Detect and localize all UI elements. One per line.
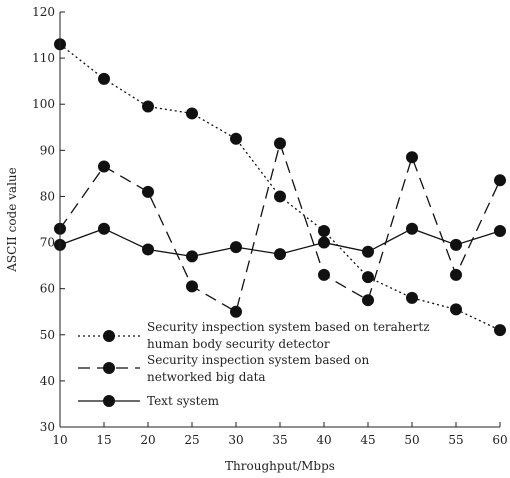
x-tick-label: 30 <box>228 433 243 447</box>
series-1-point <box>406 291 418 304</box>
x-tick-label: 10 <box>52 433 67 447</box>
legend-label-line: Security inspection system based on tera… <box>147 320 430 334</box>
series-markers <box>54 38 506 337</box>
series-3-point <box>186 250 198 263</box>
y-tick-label: 30 <box>40 420 55 434</box>
legend-label-3: Text system <box>147 394 220 408</box>
series-2-point <box>142 185 154 198</box>
series-lines <box>59 43 501 331</box>
legend-marker-2 <box>103 362 115 374</box>
legend-label-line: Security inspection system based on <box>147 353 369 367</box>
series-1-point <box>98 72 110 85</box>
series-2-point <box>98 160 110 173</box>
y-tick-label: 100 <box>32 97 55 111</box>
x-axis-title: Throughput/Mbps <box>225 459 335 473</box>
series-2-point <box>450 268 462 281</box>
series-1-point <box>142 100 154 113</box>
series-3-point <box>98 222 110 235</box>
legend-marker-1 <box>103 330 115 342</box>
x-tick-label: 60 <box>492 433 507 447</box>
series-3-point <box>230 241 242 254</box>
series-3-point <box>450 238 462 251</box>
series-3-point <box>494 225 506 238</box>
series-1-point <box>274 190 286 203</box>
x-tick-label: 45 <box>360 433 375 447</box>
legend: Security inspection system based on tera… <box>78 320 430 408</box>
legend-label-line: human body security detector <box>147 337 330 351</box>
y-tick-label: 120 <box>32 5 55 19</box>
y-tick-label: 110 <box>32 51 55 65</box>
series-1-point <box>494 324 506 337</box>
x-tick-label: 15 <box>96 433 111 447</box>
series-2-point <box>186 280 198 293</box>
series-3-point <box>362 245 374 258</box>
y-tick-label: 50 <box>40 328 55 342</box>
series-2-point <box>362 294 374 307</box>
series-2-point <box>230 305 242 318</box>
y-tick-label: 80 <box>40 189 55 203</box>
series-2-point <box>494 174 506 187</box>
y-tick-label: 40 <box>40 374 55 388</box>
series-1-point <box>186 107 198 120</box>
y-axis-title: ASCII code value <box>5 167 19 273</box>
x-tick-label: 20 <box>140 433 155 447</box>
legend-label-line: Text system <box>147 394 220 408</box>
series-3-point <box>274 248 286 261</box>
series-3-point <box>406 222 418 235</box>
series-1-point <box>230 132 242 145</box>
series-3-point <box>318 236 330 249</box>
series-3-point <box>142 243 154 256</box>
x-axis-ticks: 10 15 20 25 30 35 40 45 50 55 60 <box>52 422 508 447</box>
x-tick-label: 35 <box>272 433 287 447</box>
x-tick-label: 25 <box>184 433 199 447</box>
series-2-point <box>318 268 330 281</box>
y-tick-label: 60 <box>40 282 55 296</box>
series-1-point <box>450 303 462 316</box>
x-tick-label: 55 <box>448 433 463 447</box>
x-tick-label: 40 <box>316 433 331 447</box>
series-1-point <box>318 225 330 238</box>
legend-label-1: Security inspection system based on tera… <box>147 320 430 351</box>
series-2-point <box>274 137 286 150</box>
legend-label-line: networked big data <box>147 370 266 384</box>
y-tick-label: 70 <box>40 236 55 250</box>
series-line-1 <box>59 43 501 331</box>
series-1-point <box>362 271 374 284</box>
x-tick-label: 50 <box>404 433 419 447</box>
legend-label-2: Security inspection system based on netwo… <box>147 353 369 384</box>
series-line-2 <box>59 141 501 313</box>
series-2-point <box>406 151 418 164</box>
y-tick-label: 90 <box>40 143 55 157</box>
legend-marker-3 <box>103 395 115 407</box>
y-axis-ticks: 30 40 50 60 70 80 90 100 110 120 <box>32 5 65 434</box>
